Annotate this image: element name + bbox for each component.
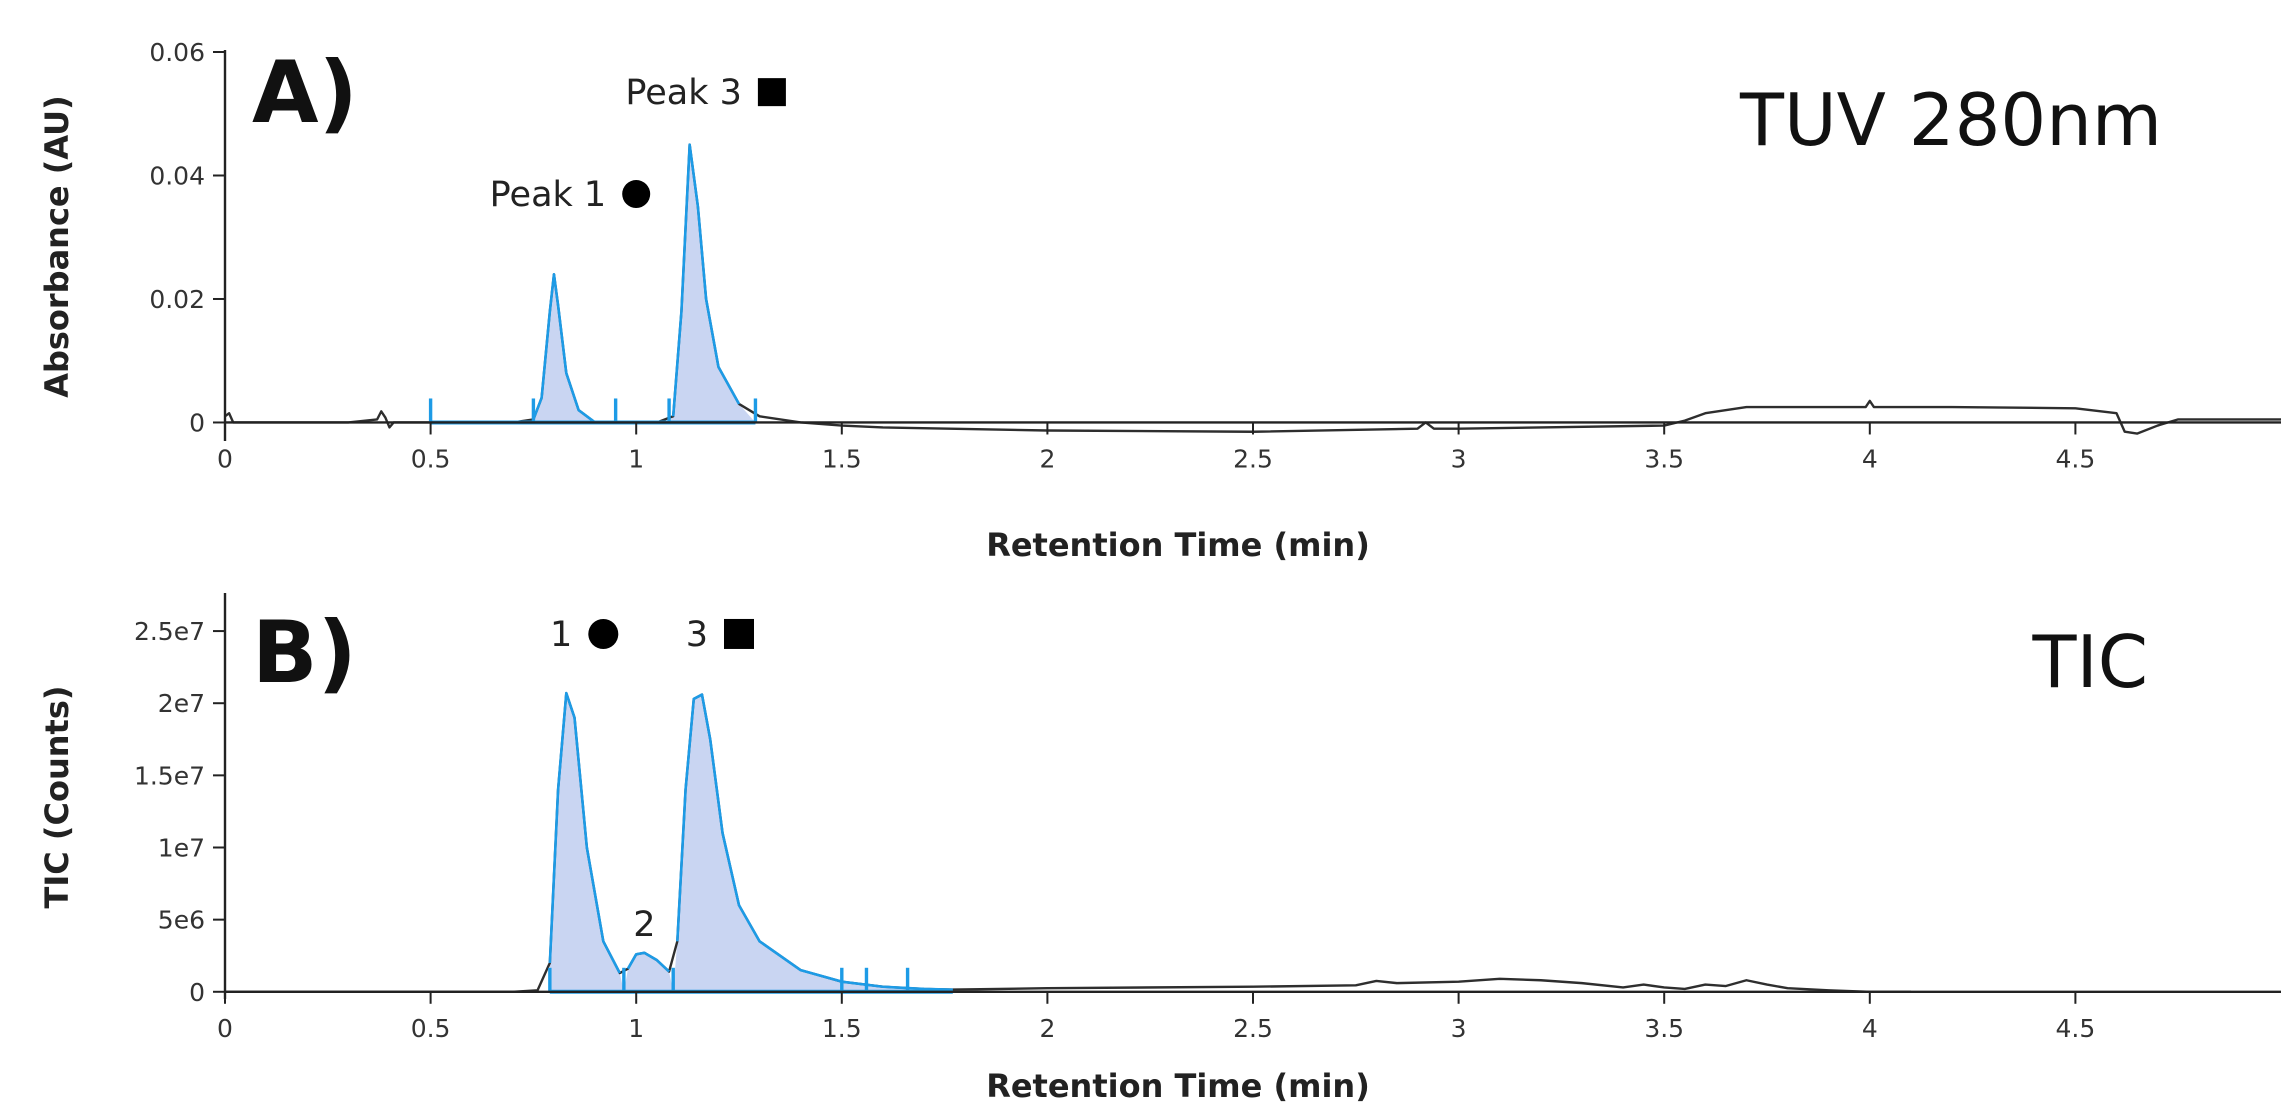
panel-b-x-tick-label: 2 xyxy=(1039,1014,1055,1043)
panel-a-peak-label: Peak 3 xyxy=(625,73,742,113)
panel-a-x-tick-label: 1.5 xyxy=(822,444,862,473)
panel-b-peak-trace-3 xyxy=(676,693,953,991)
panel-b-peak-label: 3 xyxy=(686,615,708,655)
panel-b-peak-label: 1 xyxy=(550,615,572,655)
panel-b-y-tick-label: 1.5e7 xyxy=(134,761,205,790)
panel-b-letter: B) xyxy=(252,603,357,703)
panel-a-x-tick-label: 4.5 xyxy=(2056,444,2096,473)
panel-a-y-tick-label: 0.06 xyxy=(149,38,205,67)
panel-a-x-tick-label: 3 xyxy=(1451,444,1467,473)
panel-b-detector-label: TIC xyxy=(2032,620,2149,704)
panel-b-peak-trace-2 xyxy=(626,951,670,973)
panel-a-peak-1-circle-marker xyxy=(622,180,651,209)
panel-b-x-tick-label: 0 xyxy=(217,1014,233,1043)
panel-a-peak-area-2 xyxy=(669,144,756,423)
panel-a-x-tick-label: 2.5 xyxy=(1233,444,1273,473)
panel-b-y-tick-label: 1e7 xyxy=(158,834,205,863)
panel-a-x-tick-label: 4 xyxy=(1862,444,1878,473)
panel-a-y-tick-label: 0 xyxy=(189,408,205,437)
panel-a-peak-2-square-marker xyxy=(757,78,786,107)
panel-a-peak-area-1 xyxy=(533,274,616,423)
panel-a-x-tick-label: 3.5 xyxy=(1644,444,1684,473)
panel-b-y-tick-label: 0 xyxy=(189,978,205,1007)
panel-b-peak-area-3 xyxy=(673,694,953,992)
panel-b-x-tick-label: 4.5 xyxy=(2056,1014,2096,1043)
panel-b-x-axis-title: Retention Time (min) xyxy=(986,1067,1370,1105)
panel-b-y-tick-label: 2.5e7 xyxy=(134,617,205,646)
panel-a-y-tick-label: 0.02 xyxy=(149,285,205,314)
panel-a-x-tick-label: 2 xyxy=(1039,444,1055,473)
panel-a-x-tick-label: 1 xyxy=(628,444,644,473)
panel-a-peak-label: Peak 1 xyxy=(490,175,607,215)
panel-b-peak-label: 2 xyxy=(633,905,655,945)
panel-a-x-tick-label: 0.5 xyxy=(411,444,451,473)
panel-b-x-tick-label: 4 xyxy=(1862,1014,1878,1043)
panel-a-peak-trace-2 xyxy=(671,143,741,417)
panel-a-detector-label: TUV 280nm xyxy=(1739,78,2162,162)
panel-b-peak-trace-1 xyxy=(548,691,621,974)
panel-b-x-tick-label: 1.5 xyxy=(822,1014,862,1043)
panel-b-peak-1-circle-marker xyxy=(588,618,619,649)
panel-a-letter: A) xyxy=(252,43,358,143)
panel-b-peak-area-2 xyxy=(623,952,674,992)
panel-b-x-tick-label: 0.5 xyxy=(411,1014,451,1043)
panel-b-y-tick-label: 5e6 xyxy=(158,906,205,935)
panel-b-x-tick-label: 3 xyxy=(1451,1014,1467,1043)
panel-a-x-tick-label: 0 xyxy=(217,444,233,473)
panel-b-x-tick-label: 3.5 xyxy=(1644,1014,1684,1043)
panel-b-peak-area-1 xyxy=(549,693,624,992)
panel-a-x-axis-title: Retention Time (min) xyxy=(986,526,1370,564)
panel-b-y-axis-title: TIC (Counts) xyxy=(38,686,76,909)
panel-a-peak-trace-1 xyxy=(532,272,616,424)
panel-b-x-tick-label: 1 xyxy=(628,1014,644,1043)
panel-b-x-tick-label: 2.5 xyxy=(1233,1014,1273,1043)
panel-b-y-tick-label: 2e7 xyxy=(158,689,205,718)
panel-b-peak-2-square-marker xyxy=(724,618,754,649)
panel-a-y-axis-title: Absorbance (AU) xyxy=(38,95,76,398)
panel-a-y-tick-label: 0.04 xyxy=(149,161,205,190)
